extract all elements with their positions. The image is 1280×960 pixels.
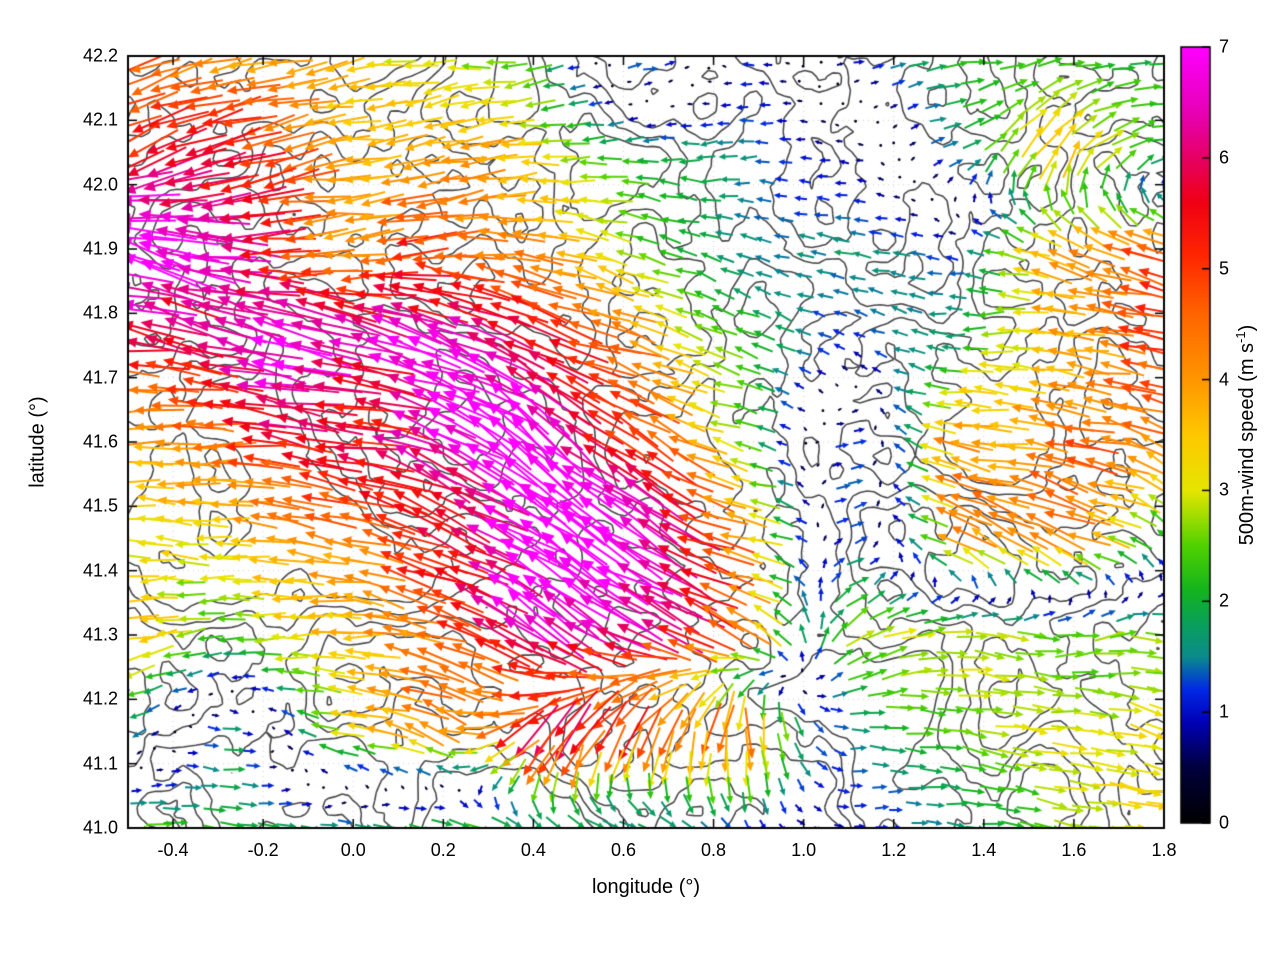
wind-map-figure: longitude (°) latitude (°) 500m-wind spe… <box>0 0 1280 960</box>
wind-map-canvas <box>0 0 1280 960</box>
